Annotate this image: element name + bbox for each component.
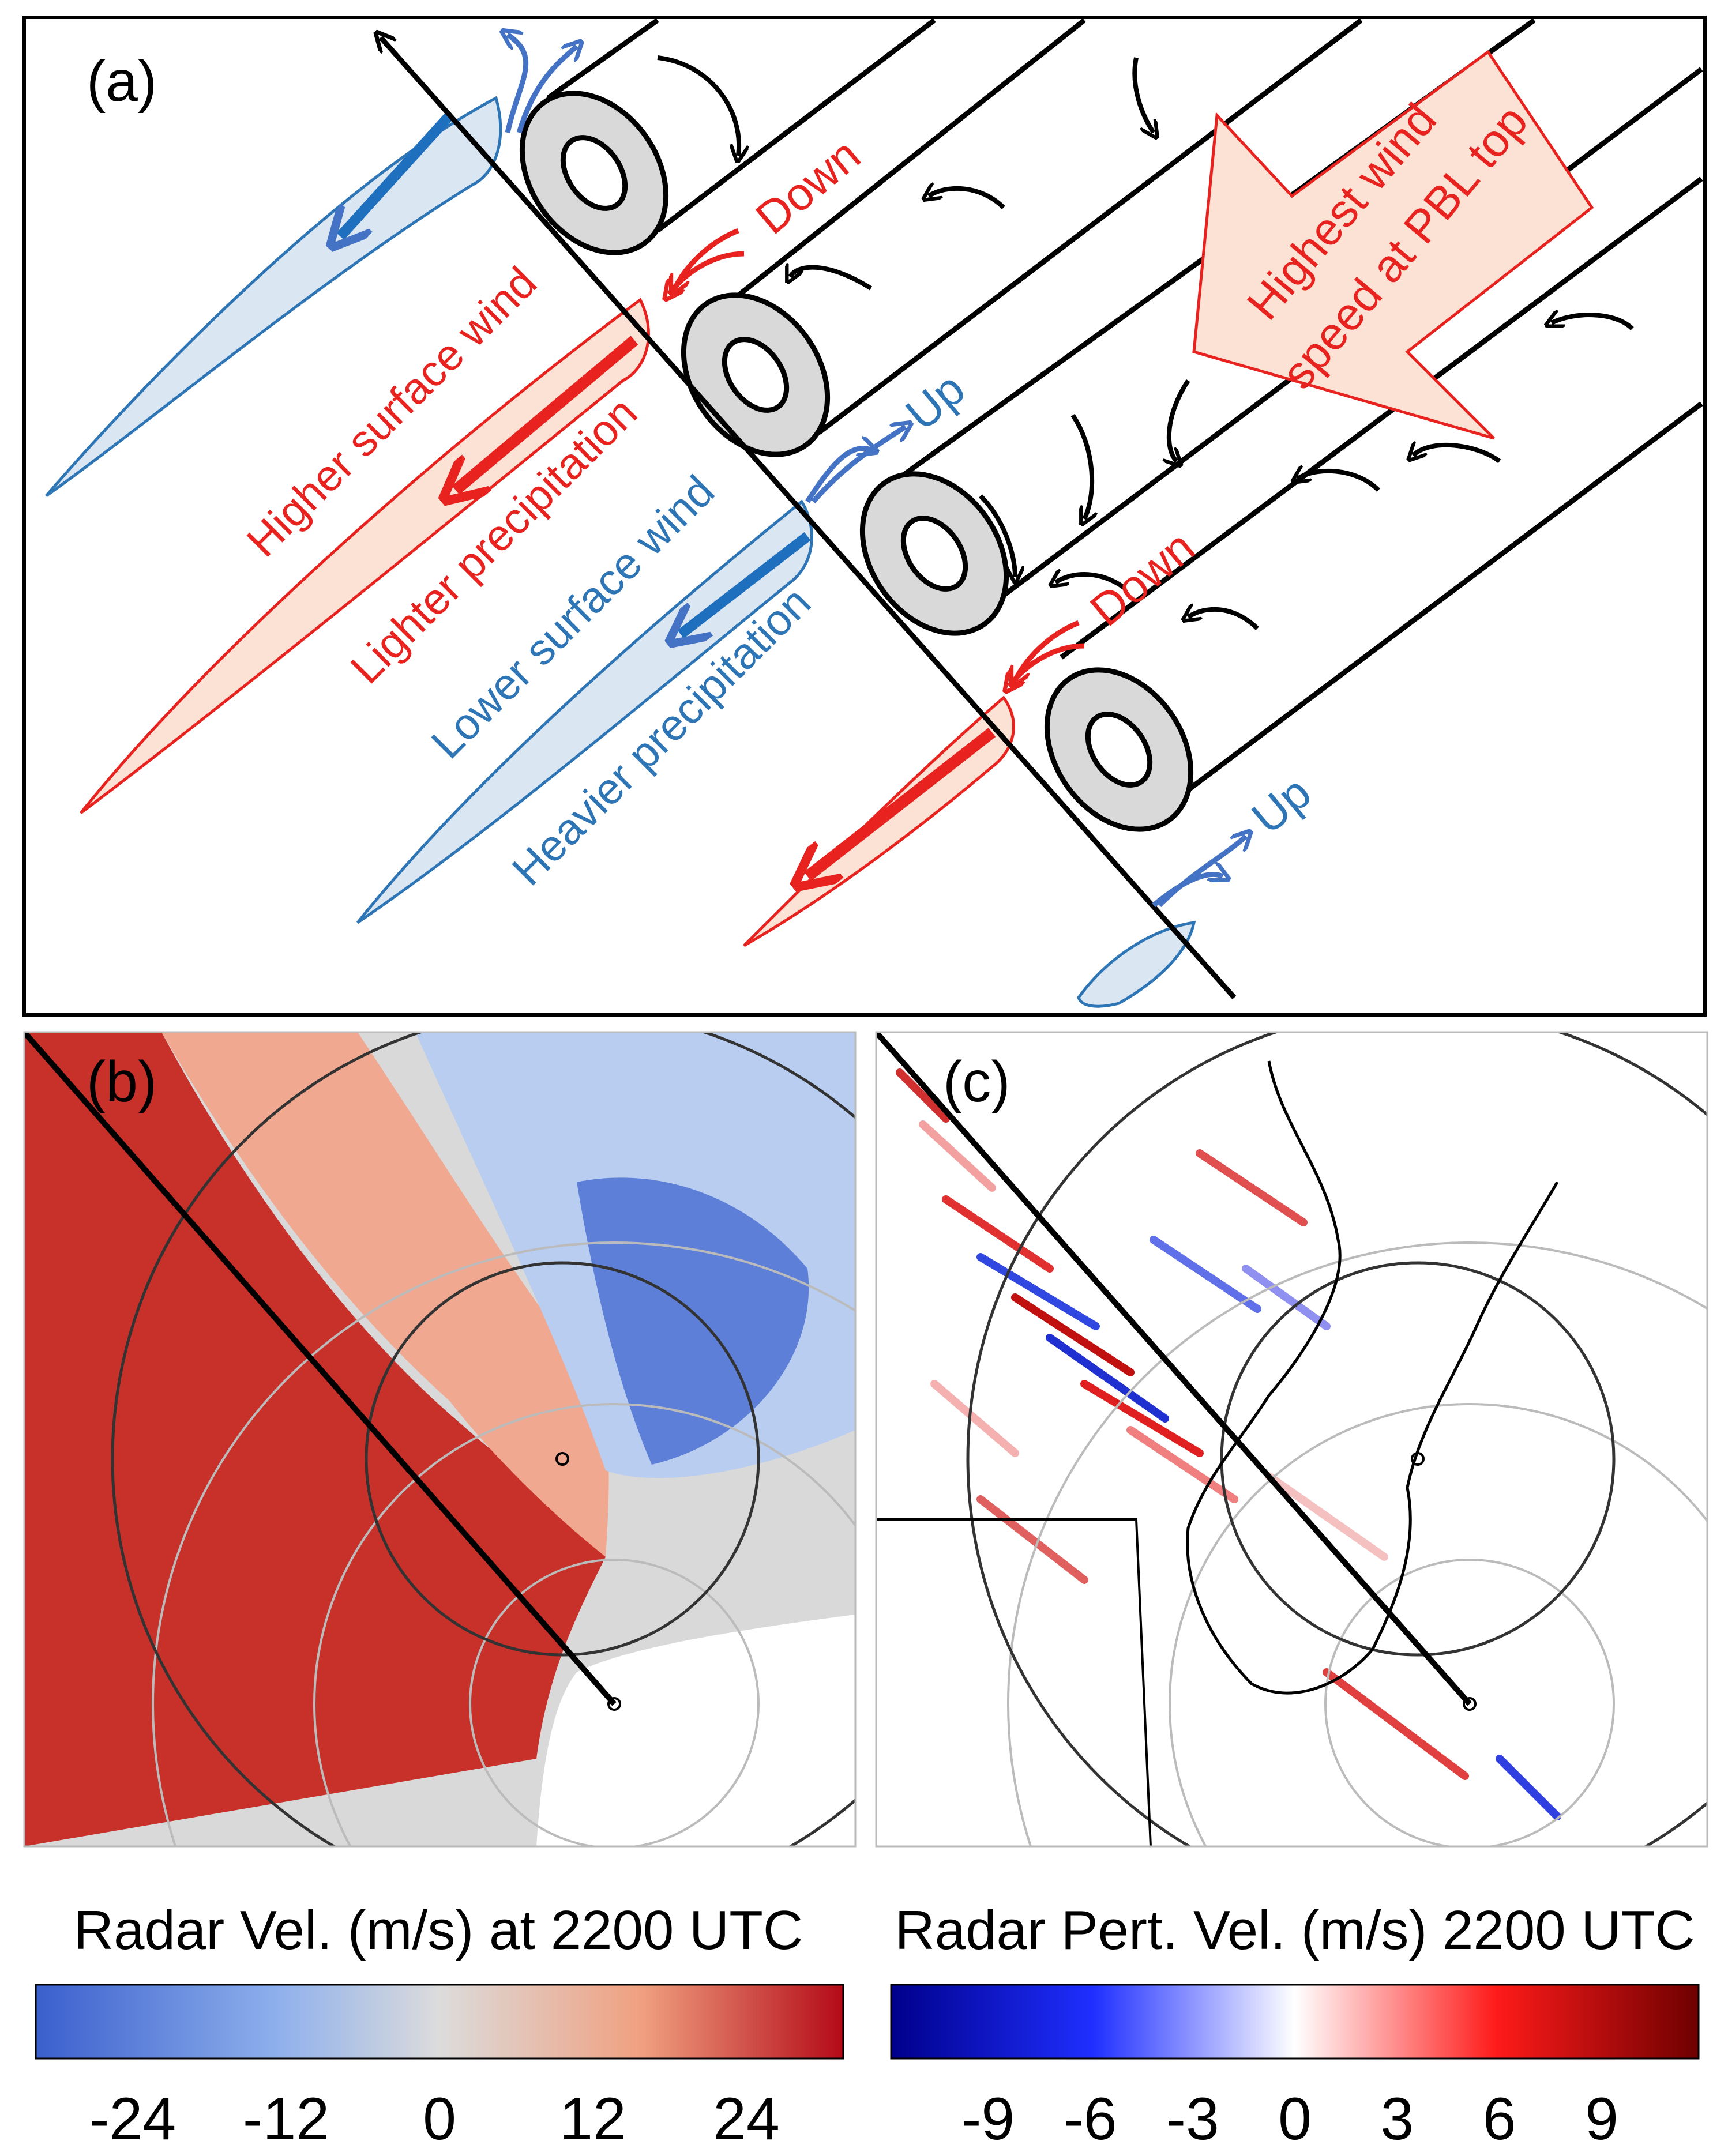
colorbar-c-tick-6: 9 — [1585, 2086, 1618, 2153]
colorbar-b-tick-0: -24 — [89, 2086, 176, 2153]
center-marker-b — [555, 1452, 569, 1466]
panel-b-label: (b) — [87, 1049, 157, 1114]
velocity-deep-blue-region — [577, 1177, 809, 1465]
blue-wind-arrow-2 — [681, 532, 811, 634]
colorbar-b-tick-3: 12 — [559, 2086, 626, 2153]
pbl-wind-arrow-shape — [1192, 50, 1594, 440]
red-wind-arrow-2 — [807, 728, 996, 876]
colorbar-c-title: Radar Pert. Vel. (m/s) 2200 UTC — [895, 1899, 1695, 1961]
colorbar-b-ticks: -24 -12 0 12 24 — [89, 2086, 780, 2153]
roll-ends — [519, 91, 1194, 832]
panel-c-frame — [875, 1031, 1708, 1848]
colorbar-c-tick-0: -9 — [961, 2086, 1015, 2153]
panel-b-frame — [23, 1031, 857, 1848]
domain-rings-b — [111, 1032, 855, 1846]
no-data-region-b — [536, 1615, 855, 1846]
coastline-c — [1186, 1060, 1559, 1695]
panel-a-label: (a) — [87, 49, 157, 114]
cross-section-line — [381, 37, 1237, 999]
colorbar-b — [35, 1984, 844, 2060]
colorbar-c-tick-3: 0 — [1278, 2086, 1312, 2153]
colorbar-b-tick-4: 24 — [713, 2086, 780, 2153]
state-border-c — [876, 1518, 1152, 1846]
velocity-red-region — [24, 1032, 606, 1846]
blue-plume-3 — [1077, 921, 1196, 1008]
up-arrows — [508, 35, 1246, 908]
domain-rings-c — [966, 1032, 1707, 1846]
center-marker-c — [1411, 1452, 1425, 1466]
radar-site-marker-b — [607, 1697, 621, 1711]
rotation-arrows — [657, 55, 1634, 630]
panel-c — [876, 1032, 1707, 1846]
velocity-light-red-region — [161, 1032, 609, 1557]
colorbar-b-tick-2: 0 — [423, 2086, 456, 2153]
colorbar-c — [890, 1984, 1700, 2060]
colorbar-b-tick-1: -12 — [243, 2086, 329, 2153]
down-arrows — [669, 228, 1085, 686]
range-rings-b — [152, 1241, 855, 1846]
blue-wind-arrow-1 — [340, 111, 454, 236]
colorbar-b-title: Radar Vel. (m/s) at 2200 UTC — [74, 1899, 803, 1961]
perturbation-streaks — [896, 1068, 1561, 1820]
red-wind-arrow-1 — [456, 336, 638, 490]
range-rings-c — [1007, 1241, 1707, 1846]
red-plume-1 — [80, 298, 650, 814]
panel-b — [24, 1032, 855, 1846]
cross-section-line-b — [24, 1032, 617, 1706]
cross-section-line-c — [876, 1032, 1472, 1706]
panel-a — [22, 16, 1707, 1017]
radar-site-marker-c — [1463, 1697, 1477, 1711]
panel-c-label: (c) — [943, 1049, 1010, 1114]
colorbar-c-tick-2: -3 — [1166, 2086, 1219, 2153]
colorbar-c-tick-5: 6 — [1483, 2086, 1516, 2153]
blue-plume-1 — [45, 96, 502, 498]
colorbar-c-ticks: -9 -6 -3 0 3 6 9 — [961, 2086, 1618, 2153]
colorbar-c-tick-4: 3 — [1380, 2086, 1414, 2153]
colorbar-c-tick-1: -6 — [1064, 2086, 1117, 2153]
